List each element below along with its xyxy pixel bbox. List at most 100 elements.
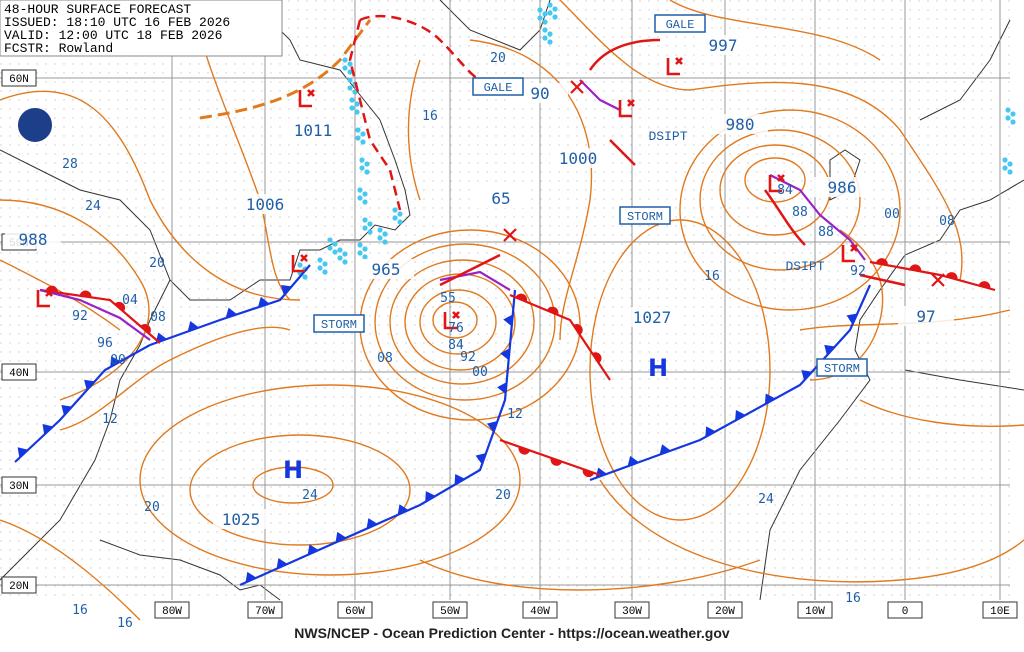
center-pressure: 980 bbox=[726, 115, 755, 134]
track-arrow bbox=[609, 139, 636, 166]
ice-edge bbox=[392, 215, 398, 221]
lon-label: 10E bbox=[990, 606, 1010, 618]
front-triangle bbox=[280, 285, 292, 296]
isobar bbox=[0, 199, 150, 401]
lon-label-box bbox=[247, 601, 283, 619]
front-triangle bbox=[42, 424, 54, 435]
isobar-label: 16 bbox=[422, 109, 438, 124]
lon-label: 20W bbox=[715, 606, 735, 618]
front-semicircle bbox=[140, 323, 151, 334]
coastline bbox=[759, 179, 1024, 601]
isobar-label: 20 bbox=[490, 51, 506, 66]
center-pressure-box bbox=[814, 177, 870, 197]
ice-edge bbox=[362, 217, 368, 223]
isobar-label: 00 bbox=[472, 365, 488, 380]
isobar-label: 92 bbox=[72, 309, 88, 324]
isobar bbox=[252, 466, 334, 504]
ice-edge bbox=[367, 221, 373, 227]
front-triangle bbox=[801, 370, 813, 381]
center-pressure-box bbox=[695, 35, 751, 55]
front-triangle bbox=[454, 474, 465, 485]
center-pressure-box bbox=[285, 120, 341, 140]
ice-edge bbox=[332, 249, 338, 255]
cold-front bbox=[239, 289, 517, 587]
ice-edge bbox=[1002, 157, 1008, 163]
isobar bbox=[589, 219, 771, 521]
isobar bbox=[419, 289, 497, 355]
isobar-label: 92 bbox=[460, 350, 476, 365]
coastline bbox=[439, 0, 551, 51]
x-mark bbox=[503, 228, 517, 242]
isobar bbox=[59, 326, 291, 431]
noaa-logo bbox=[16, 106, 54, 144]
ice-edge bbox=[1005, 107, 1011, 113]
isobar bbox=[699, 129, 861, 271]
isobar bbox=[799, 309, 1011, 331]
ice-edge bbox=[342, 251, 348, 257]
front-triangle bbox=[225, 307, 238, 319]
front-triangle bbox=[627, 455, 639, 467]
isobar bbox=[389, 259, 535, 385]
ice-edge bbox=[297, 262, 303, 268]
isobars bbox=[0, 0, 1024, 621]
front-triangle bbox=[366, 518, 378, 529]
cold-front bbox=[14, 344, 151, 463]
lat-label-box bbox=[1, 69, 37, 87]
isobar-label: 20 bbox=[144, 500, 160, 515]
front-semicircle bbox=[45, 285, 58, 293]
ice-edge bbox=[397, 211, 403, 217]
center-pressure: 97 bbox=[916, 307, 935, 326]
lon-label: 40W bbox=[530, 606, 550, 618]
header-box bbox=[0, 0, 283, 57]
warning-box bbox=[472, 77, 524, 96]
isobar-label: 24 bbox=[85, 199, 101, 214]
warning-box bbox=[313, 314, 365, 333]
center-pressure: 1027 bbox=[633, 308, 672, 327]
labels: 1011 1006 988 965 65 90 997 1000 980 986 1027 1025 9… bbox=[5, 14, 955, 631]
isobar-label: 84 bbox=[777, 183, 793, 198]
high-pressure: H bbox=[648, 354, 668, 382]
isobar-label: 16 bbox=[117, 616, 133, 631]
ice-edge bbox=[552, 14, 558, 20]
ice-edge bbox=[349, 97, 355, 103]
isobar-label: 76 bbox=[448, 321, 464, 336]
low-symbol bbox=[36, 289, 53, 308]
ice-edge bbox=[397, 219, 403, 225]
ice-edge bbox=[360, 139, 366, 145]
ice-edge bbox=[337, 247, 343, 253]
center-pressure-box bbox=[213, 509, 269, 529]
lon-label: 30W bbox=[622, 606, 642, 618]
ice-edge bbox=[355, 135, 361, 141]
front-triangle bbox=[257, 296, 270, 308]
ice-edge bbox=[357, 195, 363, 201]
ice-edge bbox=[342, 65, 348, 71]
lon-label-box bbox=[887, 601, 923, 619]
ice-edge bbox=[377, 235, 383, 241]
low-symbol bbox=[443, 311, 460, 330]
front-semicircle bbox=[875, 258, 888, 266]
lon-label-box bbox=[337, 601, 373, 619]
ice-edge bbox=[317, 265, 323, 271]
isobar bbox=[419, 559, 761, 591]
front-triangle bbox=[425, 491, 436, 502]
isobar bbox=[189, 434, 411, 546]
lon-label: 70W bbox=[255, 606, 275, 618]
isobar-label: 00 bbox=[110, 353, 126, 368]
ice-edge bbox=[362, 191, 368, 197]
fronts bbox=[14, 2, 1016, 587]
low-symbol bbox=[298, 89, 315, 108]
lon-label-box bbox=[707, 601, 743, 619]
isobar-label: 20 bbox=[495, 488, 511, 503]
isobar-label: 55 bbox=[440, 291, 456, 306]
lon-label-box bbox=[797, 601, 833, 619]
front-triangle bbox=[110, 356, 121, 368]
center-pressure: 1000 bbox=[559, 149, 598, 168]
ice-edge bbox=[327, 237, 333, 243]
x-mark bbox=[931, 273, 945, 287]
low-symbol bbox=[618, 99, 635, 118]
isobar-label: 24 bbox=[758, 492, 774, 507]
front-triangle bbox=[824, 344, 835, 356]
lat-label-box bbox=[1, 476, 37, 494]
ice-edge bbox=[537, 15, 543, 21]
front-semicircle bbox=[978, 281, 991, 289]
